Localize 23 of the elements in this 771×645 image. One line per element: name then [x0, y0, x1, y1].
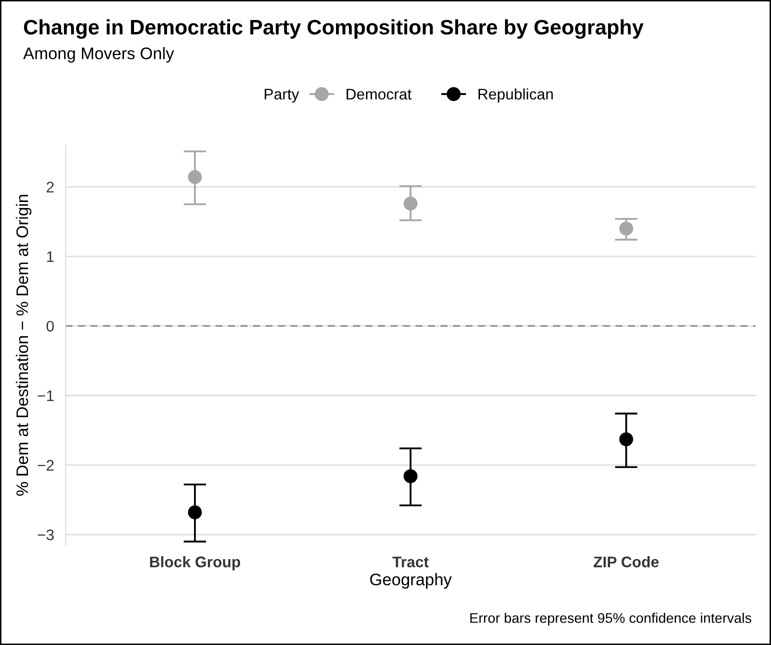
y-tick-label: −3: [38, 529, 54, 540]
legend-title: Party: [264, 88, 300, 103]
chart-title: Change in Democratic Party Composition Share by Geography: [24, 19, 644, 39]
x-tick-label: ZIP Code: [594, 556, 659, 568]
y-axis-title: % Dem at Destination − % Dem at Origin: [16, 194, 32, 496]
point: [188, 505, 202, 520]
point: [619, 222, 634, 236]
y-tick-label: −2: [38, 460, 54, 471]
legend-label: Democrat: [346, 88, 412, 100]
x-tick-label: Block Group: [150, 556, 240, 570]
y-tick-label: −1: [38, 390, 54, 402]
chart-subtitle: Among Movers Only: [23, 47, 174, 63]
legend-label: Republican: [478, 88, 553, 103]
x-tick-label: Tract: [392, 556, 429, 568]
y-tick-label: 2: [46, 182, 54, 192]
text: Error bars represent 95% confidence intervals: [470, 612, 752, 626]
point: [619, 432, 634, 446]
point: [404, 196, 418, 210]
y-tick-label: 1: [47, 251, 54, 262]
y-tick-label: 0: [46, 320, 54, 332]
point: [188, 170, 202, 184]
point: [404, 469, 418, 484]
x-axis-title: Geography: [370, 573, 452, 589]
